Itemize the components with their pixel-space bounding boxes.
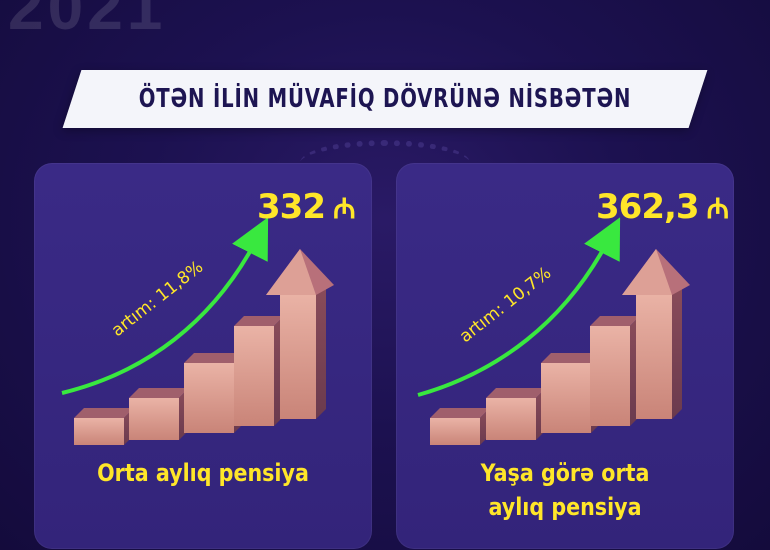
bar-arrow-up <box>266 249 334 419</box>
bar-4 <box>234 316 284 426</box>
growth-arrow-icon <box>61 217 269 395</box>
value-display: 362,3 ₼ <box>596 187 730 227</box>
value-number: 362,3 <box>596 187 700 227</box>
bar-1 <box>74 408 134 445</box>
bar-arrow-up <box>622 249 690 419</box>
card-label: Orta aylıq pensiya <box>58 456 349 490</box>
card-age-pension: 362,3 ₼ artım: 10,7% Yaşa görə orta aylıq… <box>396 163 734 549</box>
background-year: 2021 <box>8 0 167 43</box>
card-label-line-1: Orta aylıq pensiya <box>97 459 309 487</box>
decorative-arc <box>300 140 470 186</box>
bar-2 <box>129 388 189 440</box>
value-number: 332 <box>257 187 326 227</box>
card-label-line-1: Yaşa görə orta <box>480 459 650 487</box>
banner-title: ÖTƏN İLİN MÜVAFİQ DÖVRÜNƏ NİSBƏTƏN <box>138 84 632 114</box>
bar-growth-illustration <box>417 217 690 445</box>
card-label: Yaşa görə orta aylıq pensiya <box>420 456 711 524</box>
bar-4 <box>590 316 640 426</box>
card-label-line-2: aylıq pensiya <box>488 493 642 521</box>
value-display: 332 ₼ <box>257 187 356 227</box>
manat-sign-icon: ₼ <box>706 192 730 225</box>
manat-sign-icon: ₼ <box>332 192 356 225</box>
bar-2 <box>486 388 546 440</box>
card-average-pension: 332 ₼ artım: 11,8% Orta aylıq pensiya <box>34 163 372 549</box>
bar-1 <box>430 408 490 445</box>
growth-arrow-icon <box>417 217 621 397</box>
bar-growth-illustration <box>61 217 334 445</box>
